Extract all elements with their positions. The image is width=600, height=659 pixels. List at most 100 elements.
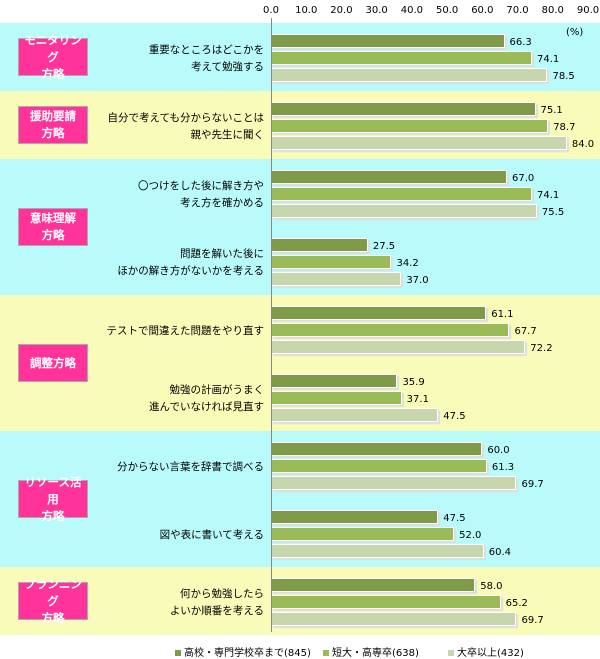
category-label: 援助要請 方略 — [18, 106, 88, 144]
item-label-line: 進んでいなければ見直す — [149, 401, 264, 413]
legend-item: 高校・専門学校卒まで(845) — [175, 644, 311, 659]
data-label: 47.5 — [443, 411, 466, 422]
category-label-line: 調整方略 — [30, 355, 76, 370]
bar — [271, 612, 517, 626]
bar — [271, 578, 476, 592]
bar — [271, 306, 487, 320]
data-label: 60.0 — [487, 445, 510, 456]
data-label: 78.7 — [553, 122, 576, 133]
category-label-line: 援助要請 — [30, 109, 76, 123]
item-label-line: 考え方を確かめる — [180, 197, 264, 209]
bar — [271, 544, 484, 558]
data-label: 61.3 — [491, 462, 515, 473]
data-label: 78.5 — [552, 71, 575, 82]
item-label-line: 〇つけをした後に解き方や — [138, 180, 264, 192]
category-label-line: プランニング — [24, 576, 82, 608]
item-label-line: 自分で考えても分からないことは — [107, 112, 264, 124]
bar — [271, 204, 537, 218]
data-label: 47.5 — [443, 513, 466, 524]
data-label: 69.7 — [521, 615, 544, 626]
bar — [271, 68, 548, 82]
data-label: 37.1 — [406, 394, 429, 405]
legend-item: 短大・高専卒(638) — [323, 644, 419, 659]
bar — [271, 476, 517, 490]
bar — [271, 272, 402, 286]
bar — [271, 102, 536, 116]
item-label-line: 勉強の計画がうまく — [169, 384, 265, 396]
bar — [271, 459, 487, 473]
item-label-line: 重要なところはどこかを — [148, 44, 264, 56]
bar — [271, 238, 368, 252]
category-label-line: 方略 — [41, 126, 65, 140]
category-label-line: 意味理解 — [30, 211, 76, 225]
item-label: 重要なところはどこかを考えて勉強する — [149, 42, 264, 76]
y-axis-line — [271, 18, 272, 632]
item-label-line: 図や表に書いて考える — [159, 528, 264, 541]
unit-label: (%) — [566, 27, 584, 38]
legend-swatch — [448, 650, 454, 656]
data-label: 34.2 — [396, 258, 419, 269]
category-label-line: 方略 — [41, 228, 65, 242]
data-label: 37.0 — [406, 275, 429, 286]
data-label: 74.1 — [536, 190, 560, 201]
item-label: 〇つけをした後に解き方や考え方を確かめる — [138, 178, 264, 212]
bar — [271, 34, 505, 48]
data-label: 72.2 — [530, 343, 553, 354]
legend-label: 高校・専門学校卒まで(845) — [184, 648, 311, 659]
item-label: 問題を解いた後に ほかの解き方がないかを考える — [117, 246, 264, 280]
legend-label: 短大・高専卒(638) — [332, 648, 419, 659]
data-label: 60.4 — [488, 547, 511, 558]
x-tick-label: 50.0 — [435, 5, 459, 16]
legend-swatch — [175, 650, 181, 656]
x-tick-label: 20.0 — [330, 5, 353, 16]
data-label: 65.2 — [505, 598, 528, 609]
item-label: テストで間違えた問題をやり直す — [107, 323, 265, 340]
item-label-line: 親や先生に聞く — [190, 129, 265, 141]
category-label-line: 方略 — [41, 610, 65, 625]
item-label-line: よいか順番を考える — [169, 605, 264, 617]
bar — [271, 51, 532, 65]
data-label: 67.7 — [514, 326, 537, 337]
data-label: 35.9 — [402, 377, 425, 388]
bar — [271, 170, 507, 184]
x-tick-label: 90.0 — [576, 5, 600, 16]
data-label: 75.5 — [541, 207, 565, 218]
data-label: 58.0 — [480, 581, 503, 592]
data-label: 74.1 — [536, 54, 560, 65]
bar — [271, 408, 439, 422]
data-label: 61.1 — [491, 309, 514, 320]
category-label: モニタリング 方略 — [18, 33, 88, 81]
item-label: 分からない言葉を辞書で調べる — [117, 459, 264, 476]
bar — [271, 340, 526, 354]
category-label: リソース活用 方略 — [18, 475, 88, 523]
bar — [271, 323, 510, 337]
category-label-line: 方略 — [41, 508, 65, 523]
bar — [271, 527, 455, 541]
data-label: 66.3 — [509, 37, 532, 48]
data-label: 69.7 — [521, 479, 544, 490]
item-label: 自分で考えても分からないことは親や先生に聞く — [108, 110, 264, 144]
category-label: 調整方略 — [18, 344, 88, 382]
item-label: 図や表に書いて考える — [160, 527, 264, 544]
bar — [271, 255, 392, 269]
x-tick-label: 40.0 — [400, 5, 423, 16]
bar — [271, 510, 439, 524]
bar — [271, 391, 402, 405]
item-label-line: 何から勉強したら — [180, 588, 264, 600]
data-label: 67.0 — [511, 173, 535, 184]
x-tick-label: 0.0 — [263, 5, 279, 16]
category-label: プランニング 方略 — [18, 577, 88, 625]
item-label: 勉強の計画がうまく進んでいなければ見直す — [149, 382, 264, 416]
category-label: 意味理解 方略 — [18, 208, 88, 246]
legend-item: 大卒以上(432) — [448, 644, 524, 659]
x-tick-label: 80.0 — [541, 5, 564, 16]
data-label: 84.0 — [571, 139, 595, 150]
category-label-line: 方略 — [41, 66, 65, 81]
bar — [271, 374, 398, 388]
item-label-line: 考えて勉強する — [191, 61, 264, 73]
legend-label: 大卒以上(432) — [457, 648, 524, 659]
x-tick-label: 10.0 — [295, 5, 318, 16]
data-label: 52.0 — [459, 530, 482, 541]
item-label-line: ほかの解き方がないかを考える — [117, 265, 264, 277]
bar — [271, 119, 549, 133]
